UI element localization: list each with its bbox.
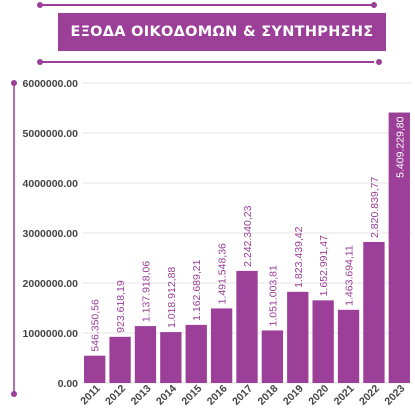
chart-title: ΕΞΟΔΑ ΟΙΚΟΔΟΜΩΝ & ΣΥΝΤΗΡΗΣΗΣ bbox=[70, 24, 374, 40]
y-tick-label: 6000000.00 bbox=[23, 78, 79, 90]
bar-data-label: 1.823.439,42 bbox=[293, 226, 305, 287]
bar bbox=[210, 308, 233, 383]
bar-data-label: 1.137.918,06 bbox=[140, 261, 152, 322]
x-tick-label: 2020 bbox=[306, 383, 331, 408]
bar-data-label: 923.618,19 bbox=[115, 280, 127, 333]
x-tick-label: 2015 bbox=[179, 383, 204, 408]
bar-data-label: 1.652.991,47 bbox=[318, 235, 330, 296]
top-decor-line bbox=[40, 4, 374, 6]
x-tick-label: 2018 bbox=[256, 383, 281, 408]
x-tick-label: 2014 bbox=[154, 383, 179, 408]
bar-data-label: 2.820.839,77 bbox=[369, 176, 381, 237]
bar bbox=[109, 336, 131, 383]
bar-data-label: 2.242.340,23 bbox=[242, 205, 254, 266]
bar-data-label: 1.463.694,11 bbox=[344, 245, 356, 306]
y-tick-label: 5000000.00 bbox=[23, 128, 79, 140]
bar bbox=[84, 355, 106, 383]
bar bbox=[134, 326, 157, 383]
x-tick-label: 2012 bbox=[103, 383, 128, 408]
x-tick-label: 2023 bbox=[382, 383, 407, 408]
bar bbox=[287, 291, 309, 383]
x-tick-label: 2011 bbox=[78, 383, 103, 408]
bar bbox=[185, 324, 207, 383]
bar bbox=[337, 309, 360, 383]
x-tick-label: 2021 bbox=[332, 383, 357, 408]
bottom-decor-line bbox=[40, 61, 374, 63]
y-axis-bottom-dot bbox=[11, 391, 17, 397]
y-axis-top-dot bbox=[11, 80, 17, 86]
bar bbox=[160, 332, 182, 383]
bar-data-label: 1.162.689,21 bbox=[191, 259, 203, 320]
top-line-right-dot bbox=[371, 2, 377, 8]
bar-data-label: 1.051.003,81 bbox=[267, 265, 279, 326]
x-tick-label: 2019 bbox=[281, 383, 306, 408]
bar bbox=[236, 270, 258, 383]
bar-data-label: 1.018.912,88 bbox=[166, 267, 178, 328]
bar-data-label: 546.350,56 bbox=[90, 299, 102, 352]
bar bbox=[312, 300, 334, 383]
bar bbox=[261, 330, 284, 383]
y-tick-label: 3000000.00 bbox=[23, 228, 79, 240]
x-tick-label: 2013 bbox=[129, 383, 154, 408]
bottom-line-right-dot bbox=[376, 59, 382, 65]
title-banner: ΕΞΟΔΑ ΟΙΚΟΔΟΜΩΝ & ΣΥΝΤΗΡΗΣΗΣ bbox=[58, 13, 386, 51]
y-tick-label: 0.00 bbox=[58, 378, 79, 390]
y-tick-label: 1000000.00 bbox=[23, 328, 79, 340]
x-tick-label: 2022 bbox=[357, 383, 382, 408]
x-tick-label: 2016 bbox=[205, 383, 230, 408]
bar-data-label: 5.409.229,80 bbox=[394, 116, 406, 177]
bar bbox=[388, 112, 410, 383]
y-tick-label: 2000000.00 bbox=[23, 278, 79, 290]
y-tick-label: 4000000.00 bbox=[23, 178, 79, 190]
bar bbox=[363, 241, 385, 383]
x-tick-label: 2017 bbox=[230, 383, 255, 408]
bar-data-label: 1.491.548,36 bbox=[217, 243, 229, 304]
